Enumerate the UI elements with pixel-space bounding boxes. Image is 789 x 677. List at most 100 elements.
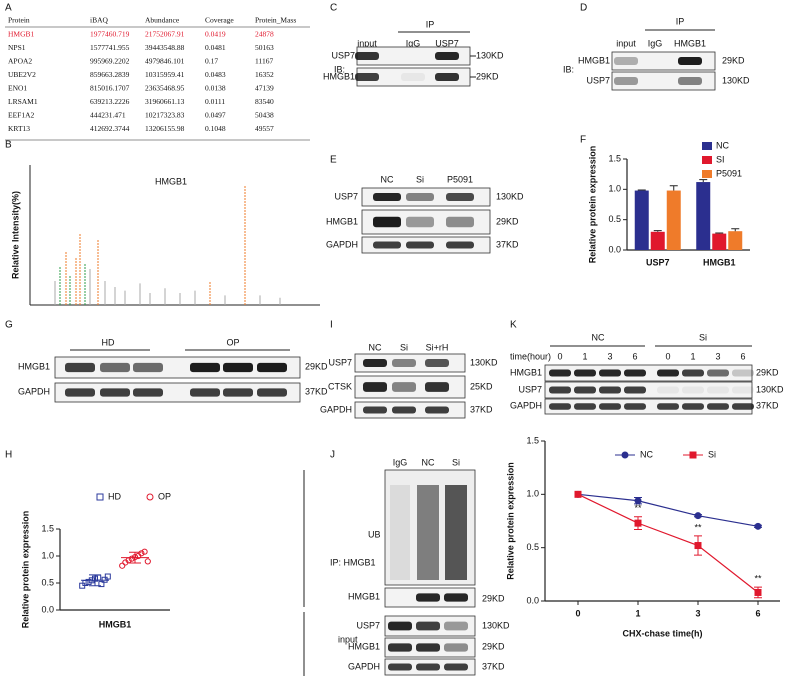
table-cell: 0.0483 [205, 70, 226, 79]
band [614, 77, 638, 85]
y-axis-label: Relative protein expression [20, 511, 30, 629]
table-cell: 31960661.13 [145, 97, 185, 106]
significance-label: ** [694, 522, 702, 532]
time-point: 0 [665, 351, 670, 361]
panel-label: D [580, 3, 587, 14]
band [416, 621, 440, 631]
row-label: GAPDH [348, 661, 380, 671]
size-label: 130KD [476, 50, 504, 60]
panel-label: F [580, 135, 586, 146]
row-label: USP7 [334, 191, 358, 201]
group-label: NC [592, 332, 605, 342]
size-label: 37KD [756, 400, 779, 410]
band [392, 406, 416, 414]
spectrum-title: HMGB1 [155, 176, 187, 186]
row-label: USP7 [518, 384, 542, 394]
band [223, 388, 253, 397]
table-cell: 10315959.41 [145, 70, 185, 79]
band [614, 57, 638, 65]
group-label: HD [102, 337, 115, 347]
table-cell: EEF1A2 [8, 111, 35, 120]
error-bar [699, 179, 708, 183]
panel-label: J [330, 450, 335, 461]
table-header: iBAQ [90, 16, 109, 25]
band [416, 643, 440, 652]
band [355, 73, 379, 81]
line [577, 493, 759, 527]
band [133, 388, 163, 397]
band [707, 386, 729, 394]
panel-label: G [5, 320, 13, 331]
band [444, 593, 468, 602]
table-cell: 10217323.83 [145, 111, 185, 120]
row-label: USP7 [331, 50, 355, 60]
band [574, 386, 596, 394]
point [144, 558, 151, 565]
size-label: 29KD [722, 55, 745, 65]
table-cell: ENO1 [8, 84, 27, 93]
table-cell: 47139 [255, 84, 274, 93]
input-label: input [338, 634, 358, 644]
size-label: 25KD [470, 381, 493, 391]
point [104, 573, 111, 580]
row-label: USP7 [356, 620, 380, 630]
band [425, 359, 449, 367]
lane-label: IgG [406, 38, 421, 48]
point [694, 542, 702, 550]
table-cell: 0.0138 [205, 84, 226, 93]
y-tick-label: 0.5 [526, 542, 539, 552]
band [599, 369, 621, 377]
band [599, 403, 621, 410]
error-bar [653, 230, 662, 232]
band [624, 386, 646, 394]
size-label: 29KD [756, 367, 779, 377]
point [634, 519, 642, 527]
lane-label: HMGB1 [674, 38, 706, 48]
row-label: GAPDH [510, 400, 542, 410]
table-cell: 859663.2839 [90, 70, 130, 79]
row-label: GAPDH [320, 404, 352, 414]
band [388, 643, 412, 652]
legend-swatch [702, 156, 712, 164]
band [363, 382, 387, 392]
band [444, 643, 468, 652]
x-tick-label: 3 [695, 608, 700, 618]
row-label: GAPDH [18, 386, 50, 396]
band [425, 382, 449, 392]
panel-label: E [330, 155, 337, 166]
band [133, 362, 163, 373]
size-label: 29KD [305, 361, 328, 371]
table-cell: 0.0497 [205, 111, 226, 120]
band [444, 663, 468, 671]
legend-marker [621, 451, 629, 459]
lane-label: IgG [648, 38, 663, 48]
band [416, 593, 440, 602]
band [624, 369, 646, 377]
legend-label: NC [716, 140, 729, 150]
x-tick-label: HMGB1 [703, 257, 736, 267]
time-point: 6 [632, 351, 637, 361]
band [363, 359, 387, 367]
smear [445, 485, 467, 580]
table-cell: 39443548.88 [145, 43, 185, 52]
time-point: 1 [582, 351, 587, 361]
panel-label: A [5, 3, 12, 14]
band [388, 663, 412, 671]
time-point: 6 [740, 351, 745, 361]
row-label: HMGB1 [578, 55, 610, 65]
bar [634, 190, 649, 250]
size-label: 130KD [482, 620, 510, 630]
panel-label: B [5, 140, 12, 151]
legend-marker [96, 493, 104, 501]
point [141, 548, 148, 555]
legend-label: P5091 [716, 168, 742, 178]
group-label: OP [226, 337, 239, 347]
bar [696, 182, 711, 250]
group-label: Si [699, 332, 707, 342]
y-tick-label: 1.0 [41, 550, 54, 560]
table-cell: 23635468.95 [145, 84, 185, 93]
table-cell: 50163 [255, 43, 274, 52]
legend-swatch [702, 170, 712, 178]
band [406, 216, 434, 228]
row-label: GAPDH [326, 239, 358, 249]
